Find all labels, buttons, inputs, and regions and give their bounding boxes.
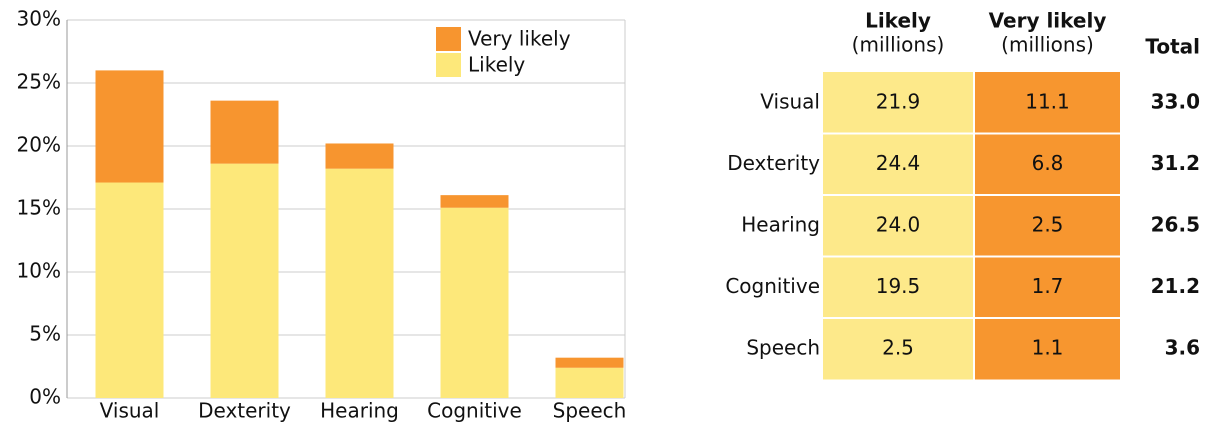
cell: 6.8 [1032,151,1064,175]
cell: 31.2 [1151,151,1200,175]
cell: 3.6 [1165,335,1200,359]
x-tick-label: Hearing [320,399,399,423]
bar [555,367,624,398]
y-tick-label: 25% [17,70,61,94]
column-fill [975,72,1120,380]
cell: 2.5 [882,335,914,359]
cell: 24.4 [876,151,921,175]
cell: 19.5 [876,274,921,298]
bar [325,168,394,398]
x-tick-label: Dexterity [198,399,291,423]
bar [210,100,279,164]
column-header: Very likely [989,9,1107,33]
bar [555,357,624,368]
row-label: Visual [760,89,820,113]
cell: 33.0 [1151,89,1200,113]
row-label: Hearing [741,212,820,236]
column-unit: (millions) [1001,33,1094,57]
cell: 1.1 [1032,335,1064,359]
column-header: Likely [865,9,931,33]
cell: 11.1 [1025,89,1070,113]
column-header: Total [1145,35,1200,59]
y-tick-label: 30% [17,7,61,31]
bar [440,207,509,398]
row-label: Speech [746,335,820,359]
bar [210,163,279,398]
legend-label: Likely [468,53,525,77]
y-tick-label: 10% [17,259,61,283]
legend-swatch [436,53,461,77]
cell: 26.5 [1151,212,1200,236]
cell: 2.5 [1032,212,1064,236]
column-unit: (millions) [852,33,945,57]
x-tick-label: Visual [100,399,160,423]
bar [325,143,394,169]
legend-label: Very likely [468,27,571,51]
cell: 24.0 [876,212,921,236]
bar [95,70,164,183]
bar [95,182,164,398]
x-tick-label: Cognitive [427,399,522,423]
legend-swatch [436,27,461,51]
column-fill [823,72,973,380]
y-tick-label: 15% [17,196,61,220]
x-tick-label: Speech [553,399,627,423]
cell: 21.2 [1151,274,1200,298]
cell: 1.7 [1032,274,1064,298]
y-tick-label: 5% [29,322,61,346]
row-label: Dexterity [727,151,820,175]
row-label: Cognitive [725,274,820,298]
bar [440,195,509,208]
y-tick-label: 20% [17,133,61,157]
cell: 21.9 [876,89,921,113]
y-tick-label: 0% [29,385,61,409]
